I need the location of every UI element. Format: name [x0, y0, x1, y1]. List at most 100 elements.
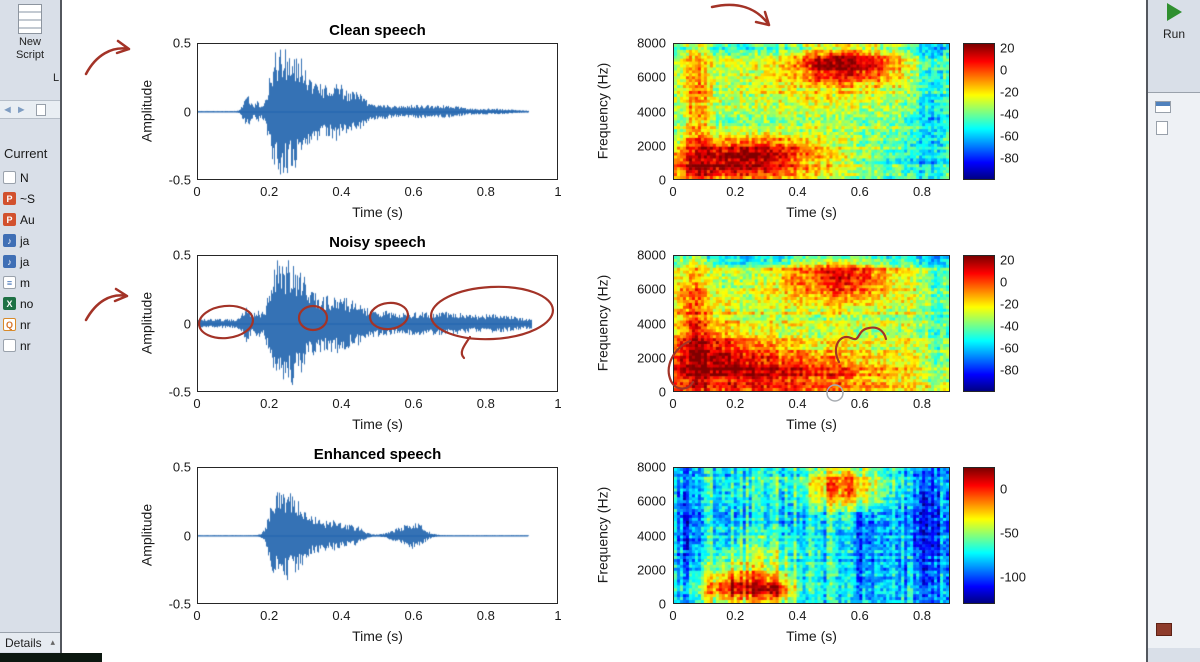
tick-label: 0 — [658, 172, 666, 188]
file-name: ja — [20, 254, 30, 269]
file-item[interactable]: nr — [3, 335, 60, 356]
file-name: N — [20, 170, 29, 185]
y-tick-labels: 0.5 0 -0.5 — [155, 248, 191, 400]
new-script-button[interactable]: New Script — [5, 4, 55, 61]
x-tick-labels: 0 0.2 0.4 0.6 0.8 — [669, 608, 950, 624]
tick-label: 2000 — [637, 562, 666, 578]
code-icon: ≡ — [3, 276, 16, 289]
tick-label: 0.6 — [850, 608, 869, 623]
file-item[interactable]: ≡ m — [3, 272, 60, 293]
back-arrow-icon[interactable]: ◄ — [2, 103, 13, 116]
tick-label: 0.2 — [260, 184, 279, 199]
tick-label: 0.6 — [404, 184, 423, 199]
file-item[interactable]: N — [3, 167, 60, 188]
details-label: Details — [5, 635, 42, 650]
x-tick-labels: 0 0.2 0.4 0.6 0.8 — [669, 396, 950, 412]
plot-title: Enhanced speech — [313, 446, 442, 463]
powerpoint-icon: P — [3, 192, 16, 205]
tick-label: 0 — [1000, 274, 1008, 290]
tick-label: 1 — [554, 608, 562, 623]
file-name: nr — [20, 317, 31, 332]
tick-label: 0 — [669, 184, 677, 199]
tick-label: -80 — [1000, 150, 1019, 166]
y-tick-labels: 0.5 0 -0.5 — [155, 36, 191, 188]
file-item[interactable]: ♪ ja — [3, 251, 60, 272]
spectrogram-canvas — [674, 44, 949, 179]
subplot-row-clean: Clean speech Amplitude 0.5 0 -0.5 0 0.2 0.4 0… — [62, 22, 1146, 234]
powerpoint-icon: P — [3, 213, 16, 226]
taskbar-fragment — [0, 653, 102, 662]
y-tick-labels: 8000 6000 4000 2000 0 — [620, 36, 666, 188]
audio-icon: ♪ — [3, 234, 16, 247]
document-icon — [3, 339, 16, 352]
new-script-icon — [18, 4, 42, 34]
y-tick-labels: 8000 6000 4000 2000 0 — [620, 248, 666, 400]
tick-label: 0.2 — [726, 608, 745, 623]
tick-label: 4000 — [637, 104, 666, 119]
tick-label: -80 — [1000, 362, 1019, 378]
tick-label: 0.4 — [332, 184, 351, 199]
tick-label: 6000 — [637, 493, 666, 509]
file-name: ja — [20, 233, 30, 248]
waveform-canvas — [198, 44, 557, 179]
tick-label: 8000 — [637, 247, 666, 263]
left-toolbar-panel: New Script L ◄ ► Current N P ~S P Au ♪ ja ♪ ja ≡ m… — [0, 0, 62, 662]
tick-label: 1 — [554, 184, 562, 199]
x-axis-label: Time (s) — [786, 204, 837, 220]
tick-label: 0.5 — [172, 247, 191, 263]
tick-label: 0.6 — [404, 608, 423, 623]
forward-arrow-icon[interactable]: ► — [15, 103, 27, 116]
tick-label: 0.2 — [726, 184, 745, 199]
waveform-axes — [197, 255, 558, 392]
x-axis-label: Time (s) — [352, 204, 403, 220]
tick-label: 6000 — [637, 281, 666, 297]
waveform-axes — [197, 43, 558, 180]
tick-label: 0 — [183, 316, 191, 331]
tick-label: 0.8 — [912, 608, 932, 623]
file-item[interactable]: P ~S — [3, 188, 60, 209]
tick-label: 0 — [193, 396, 201, 411]
y-axis-label: Amplitude — [138, 291, 155, 355]
x-tick-labels: 0 0.2 0.4 0.6 0.8 1 — [193, 608, 562, 624]
tick-label: -0.5 — [168, 596, 191, 612]
brush-icon[interactable] — [1156, 623, 1172, 636]
details-bar[interactable]: Details ▴ — [0, 632, 60, 652]
tick-label: 0.6 — [404, 396, 423, 411]
tick-label: 0.2 — [260, 396, 279, 411]
y-axis-label: Frequency (Hz) — [594, 486, 611, 584]
grid-icon[interactable] — [1155, 101, 1171, 113]
plot-title: Noisy speech — [329, 234, 426, 251]
colorbar-canvas — [964, 44, 994, 179]
tick-label: -20 — [1000, 84, 1019, 100]
new-script-label: New Script — [15, 36, 45, 61]
folder-nav-bar: ◄ ► — [0, 100, 60, 119]
y-tick-labels: 0.5 0 -0.5 — [155, 460, 191, 612]
run-button[interactable]: Run — [1148, 3, 1200, 41]
file-item[interactable]: P Au — [3, 209, 60, 230]
subplot-row-enhanced: Enhanced speech Amplitude 0.5 0 -0.5 0 0.2 0… — [62, 446, 1146, 658]
file-name: nr — [20, 338, 31, 353]
tick-label: -50 — [1000, 525, 1019, 541]
right-toolbar-panel: Run — [1146, 0, 1200, 662]
colorbar — [963, 467, 995, 604]
file-item[interactable]: ♪ ja — [3, 230, 60, 251]
tick-label: 0.2 — [260, 608, 279, 623]
subplot-row-noisy: Noisy speech Amplitude 0.5 0 -0.5 0 0.2 0.4 0… — [62, 234, 1146, 446]
colorbar — [963, 43, 995, 180]
colorbar-canvas — [964, 468, 994, 603]
tick-label: 0.4 — [788, 608, 807, 623]
folder-up-icon[interactable] — [35, 103, 46, 116]
tick-label: 0.4 — [788, 396, 807, 411]
tick-label: 0 — [658, 384, 666, 400]
tick-label: 0.5 — [172, 459, 191, 475]
y-axis-label: Amplitude — [138, 503, 155, 567]
tick-label: -0.5 — [168, 384, 191, 400]
tick-label: -40 — [1000, 318, 1019, 334]
tick-label: 0.8 — [476, 396, 495, 411]
tick-label: 0.4 — [332, 608, 351, 623]
tick-label: 0 — [183, 528, 191, 543]
document-icon[interactable] — [1156, 121, 1168, 135]
